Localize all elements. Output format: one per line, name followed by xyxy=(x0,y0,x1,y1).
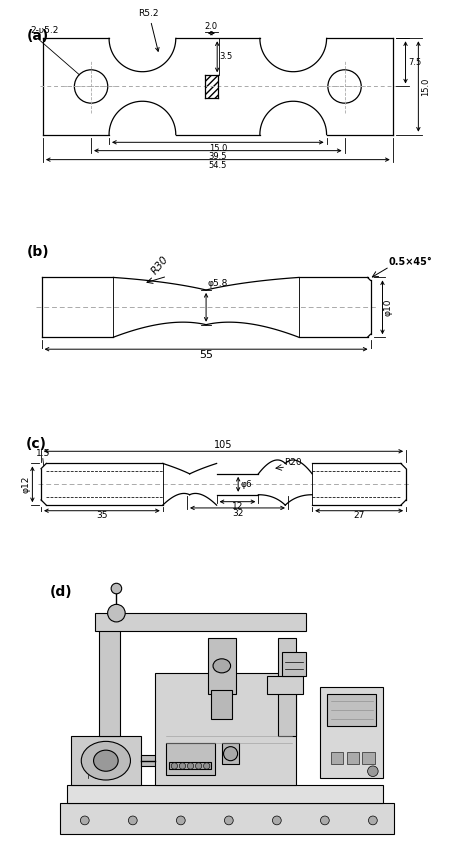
Ellipse shape xyxy=(111,583,122,594)
Text: (b): (b) xyxy=(27,245,49,258)
Ellipse shape xyxy=(108,604,125,622)
Bar xyxy=(165,743,215,774)
Ellipse shape xyxy=(81,816,89,824)
Ellipse shape xyxy=(273,816,281,824)
Text: 105: 105 xyxy=(214,439,233,450)
Bar xyxy=(331,752,343,764)
Text: 39.5: 39.5 xyxy=(209,152,227,161)
Text: 32: 32 xyxy=(232,508,243,518)
Text: 2-υ5.2: 2-υ5.2 xyxy=(30,26,58,35)
Bar xyxy=(95,613,306,631)
Bar xyxy=(267,677,302,694)
Text: 15.0: 15.0 xyxy=(421,77,430,96)
Text: 35: 35 xyxy=(96,512,108,520)
Ellipse shape xyxy=(81,741,130,780)
Text: R20: R20 xyxy=(284,458,302,468)
Text: φ12: φ12 xyxy=(22,476,31,493)
Text: R5.2: R5.2 xyxy=(138,8,159,51)
Bar xyxy=(60,803,394,835)
Text: 15.0: 15.0 xyxy=(209,144,227,153)
Text: 0.5×45°: 0.5×45° xyxy=(389,258,432,268)
Bar xyxy=(320,687,383,779)
Bar xyxy=(222,743,239,764)
Bar xyxy=(99,616,120,736)
Ellipse shape xyxy=(368,766,378,777)
Text: 27: 27 xyxy=(354,512,365,520)
Ellipse shape xyxy=(320,816,329,824)
Text: 54.5: 54.5 xyxy=(209,161,227,170)
Text: φ5.8: φ5.8 xyxy=(208,279,228,288)
Bar xyxy=(205,76,218,98)
Ellipse shape xyxy=(224,816,233,824)
Bar xyxy=(362,752,374,764)
Text: φ6: φ6 xyxy=(241,479,253,489)
Text: 12: 12 xyxy=(232,502,243,512)
Bar xyxy=(155,673,296,785)
Ellipse shape xyxy=(171,762,178,769)
Text: 55: 55 xyxy=(199,350,213,360)
Bar xyxy=(282,652,306,677)
Bar xyxy=(211,690,232,718)
Bar xyxy=(71,736,141,785)
Text: 7.5: 7.5 xyxy=(409,58,422,67)
Ellipse shape xyxy=(213,659,230,673)
Ellipse shape xyxy=(195,762,202,769)
Ellipse shape xyxy=(368,816,377,824)
Text: 2.0: 2.0 xyxy=(205,21,218,31)
Text: (d): (d) xyxy=(50,585,72,599)
Ellipse shape xyxy=(224,746,237,761)
Text: (a): (a) xyxy=(27,29,49,42)
Text: R30: R30 xyxy=(149,254,170,276)
Bar xyxy=(346,752,359,764)
Text: 1.5: 1.5 xyxy=(36,450,50,458)
Ellipse shape xyxy=(93,751,118,771)
Ellipse shape xyxy=(128,816,137,824)
Bar xyxy=(327,694,376,726)
Text: 3.5: 3.5 xyxy=(220,53,233,61)
Ellipse shape xyxy=(176,816,185,824)
Bar xyxy=(67,785,383,803)
Bar xyxy=(208,638,236,694)
Ellipse shape xyxy=(203,762,210,769)
Bar xyxy=(278,638,296,736)
Ellipse shape xyxy=(187,762,194,769)
Ellipse shape xyxy=(179,762,186,769)
Text: φ10: φ10 xyxy=(383,298,392,316)
Bar xyxy=(169,762,211,769)
Text: (c): (c) xyxy=(26,438,46,451)
Bar xyxy=(141,756,165,766)
